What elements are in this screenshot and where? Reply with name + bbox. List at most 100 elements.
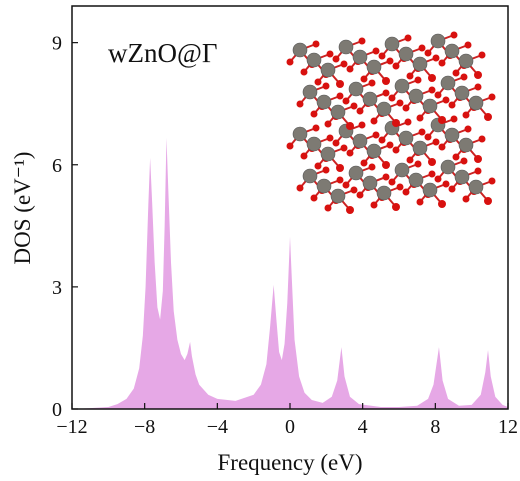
y-axis-label: DOS (eV⁻¹) — [10, 152, 35, 265]
o-atom — [370, 117, 378, 125]
o-atom — [428, 74, 436, 82]
o-atom — [448, 101, 456, 109]
zn-atom — [316, 178, 332, 194]
o-atom — [324, 204, 332, 212]
o-atom — [378, 52, 386, 60]
o-atom — [424, 49, 432, 57]
y-tick-label: 0 — [52, 399, 62, 421]
zn-atom — [454, 169, 470, 185]
o-atom — [428, 170, 436, 178]
zn-atom — [454, 85, 470, 101]
o-atom — [484, 197, 492, 205]
o-atom — [368, 79, 376, 87]
o-atom — [396, 99, 404, 107]
zn-atom — [348, 81, 364, 97]
o-atom — [474, 155, 482, 163]
x-tick-label: −8 — [134, 416, 155, 438]
zn-atom — [398, 46, 414, 62]
o-atom — [414, 160, 422, 168]
o-atom — [474, 83, 482, 91]
o-atom — [386, 57, 394, 65]
o-atom — [474, 71, 482, 79]
o-atom — [388, 178, 396, 186]
o-atom — [438, 59, 446, 67]
zn-atom — [316, 94, 332, 110]
o-atom — [396, 183, 404, 191]
o-atom — [286, 142, 294, 150]
o-atom — [286, 58, 294, 66]
zn-atom — [366, 59, 382, 75]
zn-atom — [306, 52, 322, 68]
o-atom — [432, 54, 440, 62]
o-atom — [452, 153, 460, 161]
zn-atom — [376, 101, 392, 117]
o-atom — [310, 194, 318, 202]
o-atom — [378, 136, 386, 144]
o-atom — [428, 158, 436, 166]
o-atom — [346, 65, 354, 73]
o-atom — [388, 94, 396, 102]
o-atom — [322, 166, 330, 174]
zn-atom — [408, 88, 424, 104]
x-tick-label: 12 — [498, 416, 518, 438]
o-atom — [296, 184, 304, 192]
o-atom — [332, 139, 340, 147]
zn-atom — [444, 43, 460, 59]
o-atom — [462, 111, 470, 119]
y-tick-label: 3 — [52, 277, 62, 299]
o-atom — [350, 186, 358, 194]
zn-atom — [292, 126, 308, 142]
zn-atom — [468, 179, 484, 195]
zn-atom — [302, 168, 318, 184]
o-atom — [310, 110, 318, 118]
o-atom — [432, 138, 440, 146]
o-atom — [342, 97, 350, 105]
o-atom — [424, 133, 432, 141]
o-atom — [418, 44, 426, 52]
o-atom — [478, 51, 486, 59]
o-atom — [416, 198, 424, 206]
o-atom — [382, 77, 390, 85]
zn-atom — [394, 162, 410, 178]
zn-atom — [468, 95, 484, 111]
o-atom — [418, 128, 426, 136]
zn-atom — [348, 165, 364, 181]
o-atom — [442, 180, 450, 188]
o-atom — [434, 91, 442, 99]
o-atom — [326, 50, 334, 58]
o-atom — [460, 73, 468, 81]
y-tick-label: 6 — [52, 155, 62, 177]
o-atom — [406, 156, 414, 164]
o-atom — [336, 176, 344, 184]
zn-atom — [412, 56, 428, 72]
o-atom — [460, 157, 468, 165]
o-atom — [360, 75, 368, 83]
o-atom — [314, 162, 322, 170]
o-atom — [370, 201, 378, 209]
zn-atom — [384, 36, 400, 52]
x-tick-label: 4 — [358, 416, 368, 438]
x-tick-label: −12 — [56, 416, 87, 438]
o-atom — [402, 188, 410, 196]
crystal-structure — [286, 31, 496, 214]
zn-atom — [422, 182, 438, 198]
zn-atom — [430, 33, 446, 49]
o-atom — [452, 69, 460, 77]
zn-atom — [362, 91, 378, 107]
o-atom — [414, 76, 422, 84]
o-atom — [464, 41, 472, 49]
zn-atom — [398, 130, 414, 146]
annotation: wZnO@Γ — [108, 38, 217, 68]
o-atom — [300, 68, 308, 76]
x-tick-label: 0 — [285, 416, 295, 438]
o-atom — [474, 167, 482, 175]
o-atom — [464, 125, 472, 133]
x-axis-label: Frequency (eV) — [218, 450, 363, 475]
zn-atom — [320, 146, 336, 162]
zn-atom — [306, 136, 322, 152]
o-atom — [402, 104, 410, 112]
o-atom — [450, 115, 458, 123]
o-atom — [372, 47, 380, 55]
